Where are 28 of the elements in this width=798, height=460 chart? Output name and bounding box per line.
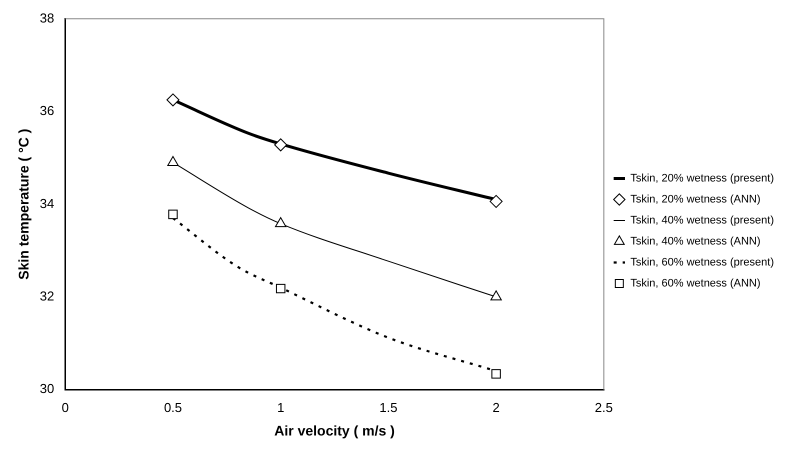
y-tick-label: 34 (40, 196, 54, 211)
x-tick-label: 1 (277, 400, 284, 415)
legend-label: Tskin, 40% wetness (ANN) (630, 236, 761, 248)
point (276, 284, 286, 294)
x-tick-label: 2 (492, 400, 500, 415)
point (274, 138, 288, 152)
point (274, 217, 286, 228)
y-tick-label: 32 (40, 288, 54, 304)
point (166, 93, 180, 106)
legend-label: Tskin, 20% wetness (ANN) (630, 194, 761, 206)
y-tick-label: 30 (40, 381, 54, 396)
x-tick-label: 0.5 (164, 400, 182, 415)
point (490, 290, 502, 300)
legend-label: Tskin, 60% wetness (present) (630, 256, 774, 269)
x-tick-label: 2.5 (594, 400, 613, 415)
point (490, 194, 503, 208)
point (491, 369, 501, 379)
point (168, 210, 178, 220)
point (167, 156, 179, 166)
y-tick-label: 38 (40, 10, 54, 26)
x-tick-label: 1.5 (379, 400, 398, 415)
y-tick-label: 36 (40, 103, 54, 118)
legend-label: Tskin, 60% wetness (ANN) (630, 278, 761, 290)
legend-label: Tskin, 20% wetness (present) (630, 172, 774, 185)
x-axis-title: Air velocity ( m/s ) (274, 422, 395, 438)
legend-label: Tskin, 40% wetness (present) (630, 214, 774, 227)
y-axis-title: Skin temperature ( °C ) (15, 128, 32, 280)
x-tick-label: 0 (62, 400, 69, 415)
